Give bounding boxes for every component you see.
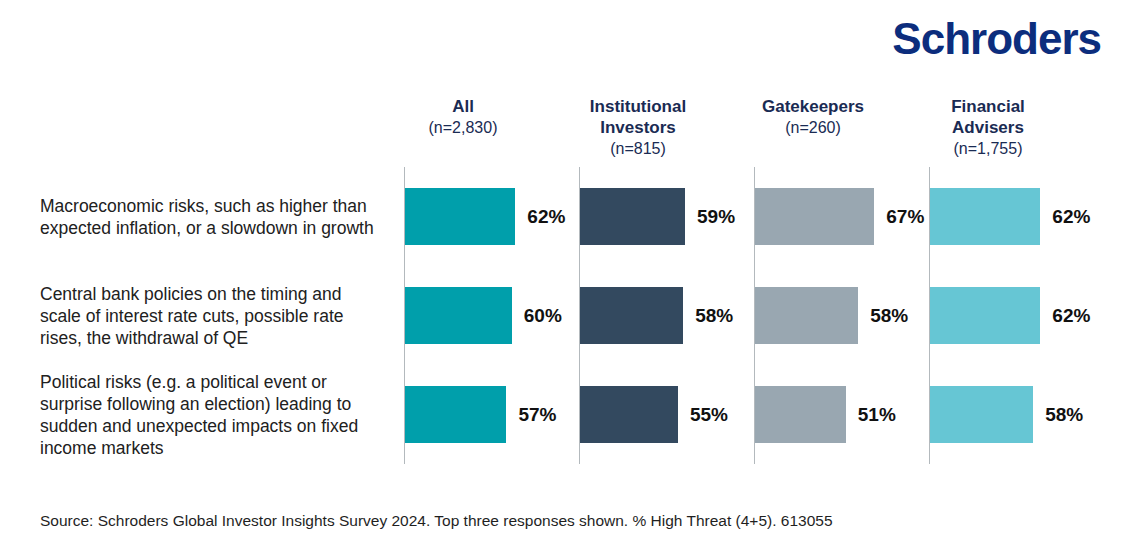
column-header-inner: Gatekeepers(n=260) bbox=[754, 96, 872, 138]
panel-financial-advisers: 62% bbox=[929, 167, 1104, 266]
column-header-inner: Financial Advisers(n=1,755) bbox=[929, 96, 1047, 159]
bar bbox=[755, 287, 858, 344]
panel-institutional-investors: 55% bbox=[579, 365, 754, 464]
column-header-n: (n=2,830) bbox=[404, 117, 522, 138]
bar-value-label: 62% bbox=[1052, 206, 1090, 228]
panel-gatekeepers: 58% bbox=[754, 266, 929, 365]
bar-value-label: 55% bbox=[690, 404, 728, 426]
panel-all: 57% bbox=[404, 365, 579, 464]
bar bbox=[580, 287, 683, 344]
bar bbox=[930, 287, 1040, 344]
bar-value-label: 57% bbox=[518, 404, 556, 426]
bar-value-label: 59% bbox=[697, 206, 735, 228]
panel-institutional-investors: 59% bbox=[579, 167, 754, 266]
bar bbox=[755, 188, 874, 245]
column-header-3: Gatekeepers(n=260) bbox=[754, 96, 929, 159]
column-header-n: (n=1,755) bbox=[929, 138, 1047, 159]
column-header-4: Financial Advisers(n=1,755) bbox=[929, 96, 1104, 159]
schroders-logo: Schroders bbox=[892, 14, 1101, 64]
panel-financial-advisers: 62% bbox=[929, 266, 1104, 365]
column-header-n: (n=815) bbox=[579, 138, 697, 159]
row-label: Macroeconomic risks, such as higher than… bbox=[30, 167, 404, 266]
column-header-label: All bbox=[404, 96, 522, 117]
bar-value-label: 51% bbox=[858, 404, 896, 426]
column-header-2: Institutional Investors(n=815) bbox=[579, 96, 754, 159]
bar-value-label: 60% bbox=[524, 305, 562, 327]
bar bbox=[755, 386, 846, 443]
bar-value-label: 58% bbox=[695, 305, 733, 327]
panel-gatekeepers: 51% bbox=[754, 365, 929, 464]
chart-row-3: Political risks (e.g. a political event … bbox=[30, 365, 1104, 464]
bar-value-label: 58% bbox=[1045, 404, 1083, 426]
chart-row-1: Macroeconomic risks, such as higher than… bbox=[30, 167, 1104, 266]
bar bbox=[580, 188, 685, 245]
column-header-inner: All(n=2,830) bbox=[404, 96, 522, 138]
column-header-label: Institutional Investors bbox=[579, 96, 697, 138]
row-label: Central bank policies on the timing and … bbox=[30, 266, 404, 365]
bar bbox=[930, 188, 1040, 245]
bar-chart: All(n=2,830) Institutional Investors(n=81… bbox=[30, 96, 1104, 464]
bar bbox=[405, 188, 515, 245]
bar-value-label: 67% bbox=[886, 206, 924, 228]
header-spacer bbox=[30, 96, 404, 159]
chart-header-row: All(n=2,830) Institutional Investors(n=81… bbox=[30, 96, 1104, 159]
bar bbox=[930, 386, 1033, 443]
bar-value-label: 58% bbox=[870, 305, 908, 327]
page: Schroders All(n=2,830) Institutional Inve… bbox=[0, 0, 1127, 556]
column-header-1: All(n=2,830) bbox=[404, 96, 579, 159]
panel-gatekeepers: 67% bbox=[754, 167, 929, 266]
bar-value-label: 62% bbox=[527, 206, 565, 228]
bar bbox=[405, 386, 506, 443]
panel-all: 60% bbox=[404, 266, 579, 365]
column-header-n: (n=260) bbox=[754, 117, 872, 138]
row-label: Political risks (e.g. a political event … bbox=[30, 365, 404, 464]
bar-value-label: 62% bbox=[1052, 305, 1090, 327]
panel-institutional-investors: 58% bbox=[579, 266, 754, 365]
panel-financial-advisers: 58% bbox=[929, 365, 1104, 464]
source-note: Source: Schroders Global Investor Insigh… bbox=[40, 512, 833, 530]
column-header-label: Gatekeepers bbox=[754, 96, 872, 117]
bar bbox=[580, 386, 678, 443]
column-header-inner: Institutional Investors(n=815) bbox=[579, 96, 697, 159]
bar bbox=[405, 287, 512, 344]
panel-all: 62% bbox=[404, 167, 579, 266]
chart-row-2: Central bank policies on the timing and … bbox=[30, 266, 1104, 365]
column-header-label: Financial Advisers bbox=[929, 96, 1047, 138]
chart-rows: Macroeconomic risks, such as higher than… bbox=[30, 167, 1104, 464]
